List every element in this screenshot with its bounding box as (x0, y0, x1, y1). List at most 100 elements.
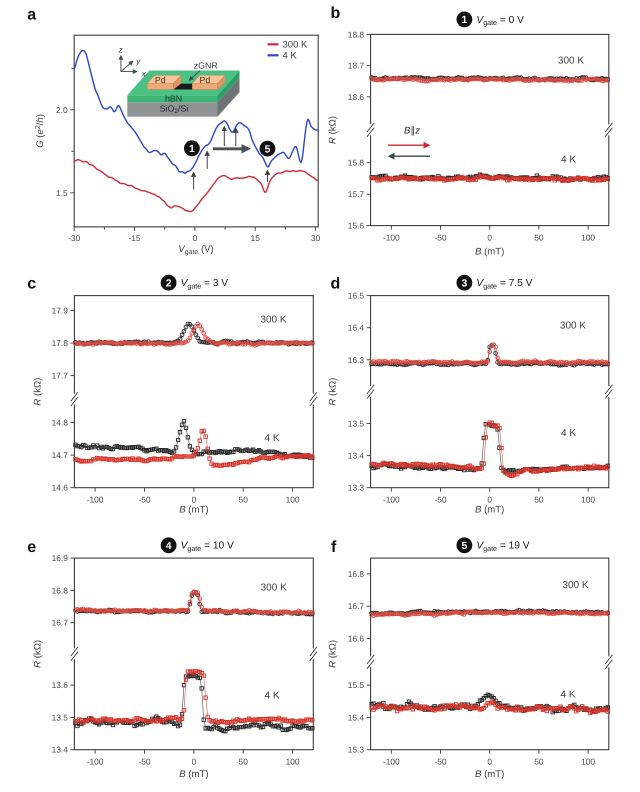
svg-text:13.4: 13.4 (348, 451, 365, 461)
svg-text:-30: -30 (68, 233, 80, 243)
svg-text:zGNR: zGNR (194, 61, 218, 71)
svg-text:d: d (331, 276, 341, 293)
svg-text:13.3: 13.3 (348, 483, 365, 493)
svg-text:Pd: Pd (200, 75, 211, 85)
svg-text:13.5: 13.5 (348, 419, 365, 429)
svg-text:z: z (118, 46, 123, 55)
svg-text:R (kΩ): R (kΩ) (328, 640, 339, 668)
svg-text:-15: -15 (128, 233, 140, 243)
svg-text:Vgate = 0 V: Vgate = 0 V (476, 15, 524, 27)
svg-text:Vgate = 3 V: Vgate = 3 V (181, 278, 229, 290)
svg-text:G (e2/h): G (e2/h) (35, 114, 46, 148)
svg-text:R (kΩ): R (kΩ) (328, 378, 339, 406)
svg-text:Vgate (V): Vgate (V) (178, 244, 214, 256)
svg-text:4 K: 4 K (283, 51, 298, 62)
svg-text:13.4: 13.4 (52, 745, 69, 755)
svg-text:4 K: 4 K (561, 154, 576, 165)
svg-text:15.5: 15.5 (348, 680, 365, 690)
svg-text:0: 0 (192, 494, 197, 504)
svg-text:-100: -100 (383, 756, 400, 766)
svg-text:B (mT): B (mT) (475, 247, 504, 258)
svg-text:Vgate = 7.5 V: Vgate = 7.5 V (476, 278, 532, 290)
svg-text:18.8: 18.8 (348, 29, 365, 39)
svg-text:f: f (331, 539, 337, 556)
svg-text:-100: -100 (87, 494, 104, 504)
svg-text:14.7: 14.7 (52, 450, 69, 460)
svg-text:-50: -50 (138, 494, 150, 504)
svg-text:B∥z: B∥z (404, 125, 420, 136)
svg-text:Vgate = 10 V: Vgate = 10 V (181, 541, 234, 553)
svg-text:100: 100 (581, 494, 595, 504)
svg-text:2: 2 (166, 278, 172, 289)
svg-text:100: 100 (581, 232, 595, 242)
svg-text:16.3: 16.3 (348, 355, 365, 365)
svg-text:50: 50 (534, 494, 544, 504)
svg-text:-50: -50 (434, 232, 446, 242)
svg-text:17.7: 17.7 (52, 371, 69, 381)
svg-text:4 K: 4 K (560, 689, 575, 700)
svg-text:c: c (27, 276, 36, 293)
svg-text:100: 100 (286, 494, 300, 504)
svg-text:0: 0 (487, 232, 492, 242)
svg-text:hBN: hBN (165, 94, 182, 104)
svg-text:50: 50 (534, 232, 544, 242)
svg-text:3: 3 (462, 278, 468, 289)
svg-text:SiO2/Si: SiO2/Si (160, 103, 189, 115)
svg-text:16.9: 16.9 (52, 553, 69, 563)
svg-text:-100: -100 (383, 494, 400, 504)
svg-text:0: 0 (487, 756, 492, 766)
svg-text:17.9: 17.9 (52, 306, 69, 316)
svg-text:15.7: 15.7 (348, 189, 365, 199)
svg-text:16.8: 16.8 (52, 585, 69, 595)
svg-text:R (kΩ): R (kΩ) (32, 640, 43, 668)
svg-text:14.6: 14.6 (52, 483, 69, 493)
svg-text:b: b (331, 5, 341, 22)
svg-text:5: 5 (462, 541, 468, 552)
svg-text:-50: -50 (434, 494, 446, 504)
svg-text:14.8: 14.8 (52, 418, 69, 428)
svg-text:16.7: 16.7 (52, 618, 69, 628)
svg-text:1: 1 (462, 15, 468, 26)
svg-text:300 K: 300 K (560, 320, 586, 331)
svg-text:50: 50 (534, 756, 544, 766)
svg-text:300 K: 300 K (558, 55, 584, 66)
svg-text:B (mT): B (mT) (475, 505, 504, 516)
svg-text:17.8: 17.8 (52, 338, 69, 348)
svg-text:-50: -50 (434, 756, 446, 766)
svg-text:300 K: 300 K (283, 40, 308, 51)
svg-text:300 K: 300 K (260, 314, 286, 325)
svg-text:4 K: 4 K (264, 690, 279, 701)
svg-text:1.5: 1.5 (56, 188, 68, 198)
svg-text:0: 0 (192, 756, 197, 766)
svg-text:15.3: 15.3 (348, 745, 365, 755)
svg-text:y: y (135, 57, 141, 66)
svg-text:15.4: 15.4 (348, 712, 365, 722)
svg-text:1: 1 (189, 144, 195, 155)
svg-text:13.5: 13.5 (52, 712, 69, 722)
svg-text:15.6: 15.6 (348, 221, 365, 231)
svg-text:16.8: 16.8 (348, 569, 365, 579)
svg-text:a: a (27, 6, 36, 23)
svg-text:100: 100 (286, 756, 300, 766)
svg-text:4 K: 4 K (561, 428, 576, 439)
svg-text:4 K: 4 K (264, 433, 279, 444)
svg-text:2.0: 2.0 (56, 105, 68, 115)
svg-text:18.6: 18.6 (348, 92, 365, 102)
svg-text:16.6: 16.6 (348, 634, 365, 644)
svg-text:0: 0 (487, 494, 492, 504)
svg-text:30: 30 (311, 233, 321, 243)
svg-text:5: 5 (265, 144, 271, 155)
svg-text:R (kΩ): R (kΩ) (328, 116, 339, 144)
svg-text:50: 50 (239, 494, 249, 504)
svg-text:13.6: 13.6 (52, 680, 69, 690)
svg-text:x: x (141, 70, 147, 79)
svg-text:e: e (27, 539, 36, 556)
svg-text:15: 15 (251, 233, 261, 243)
svg-text:15.8: 15.8 (348, 158, 365, 168)
svg-text:50: 50 (239, 756, 249, 766)
svg-text:B (mT): B (mT) (179, 505, 208, 516)
svg-text:0: 0 (193, 233, 198, 243)
svg-text:100: 100 (581, 756, 595, 766)
svg-text:-50: -50 (138, 756, 150, 766)
svg-text:R (kΩ): R (kΩ) (32, 378, 43, 406)
